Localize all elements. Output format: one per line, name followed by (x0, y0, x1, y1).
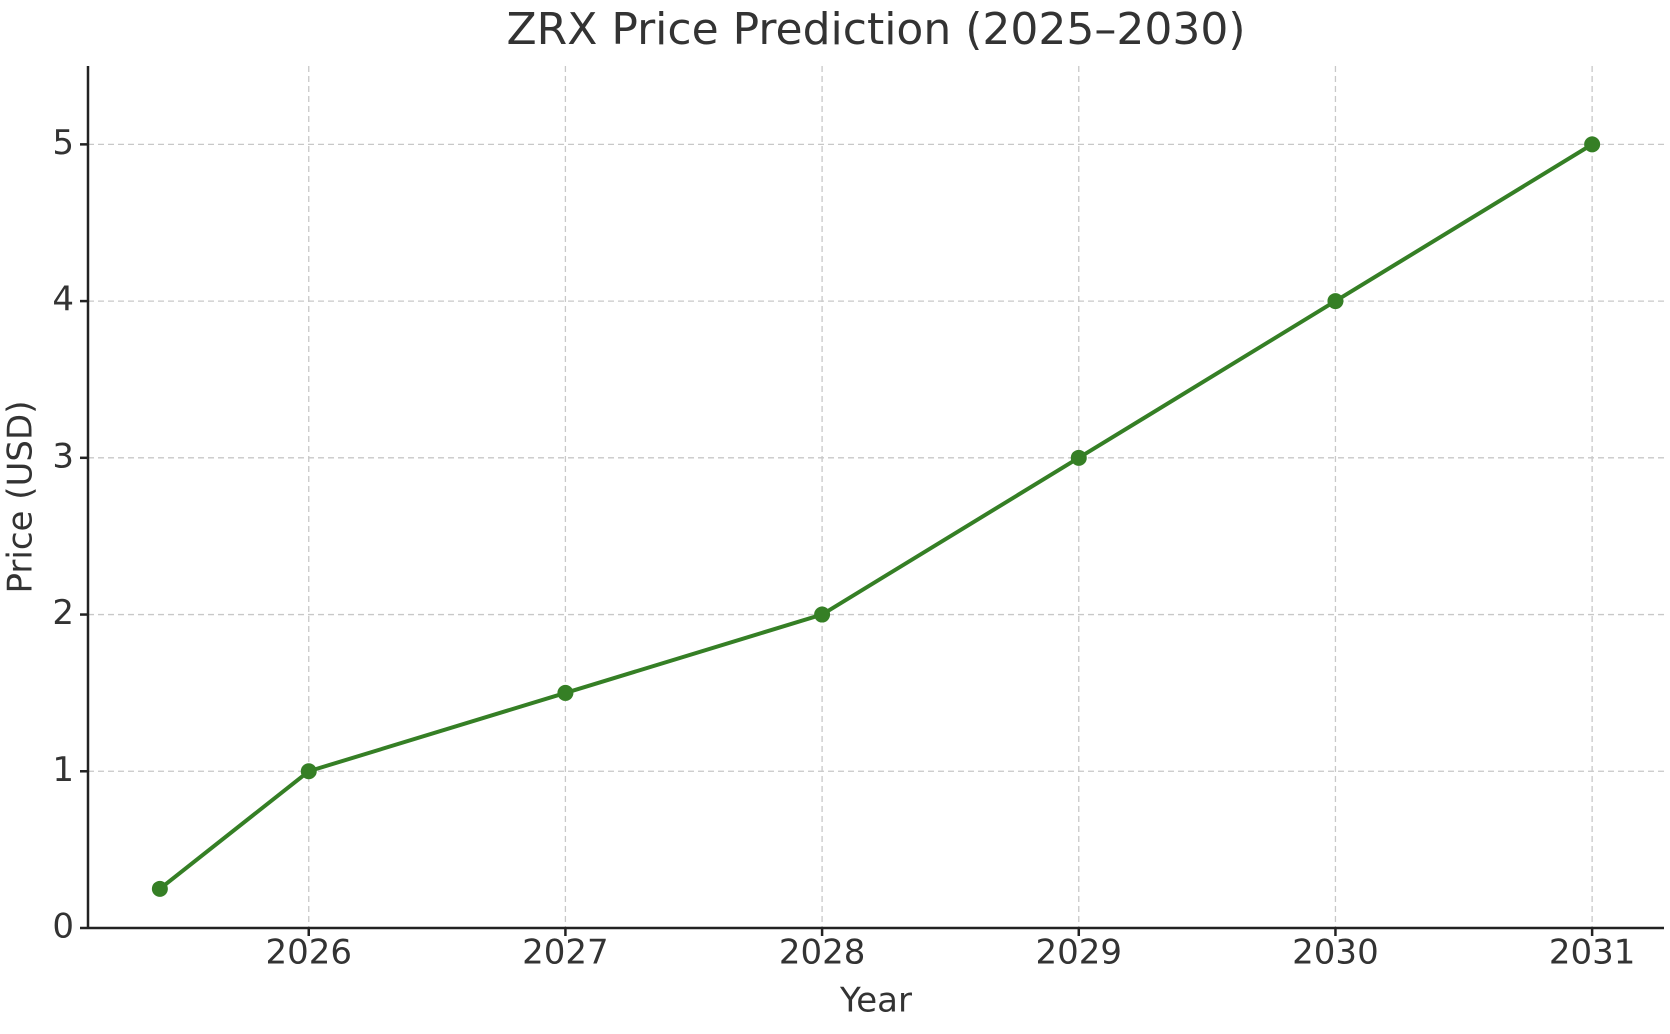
y-tick-label: 3 (52, 436, 74, 476)
x-tick-label: 2031 (1549, 933, 1636, 973)
x-tick-label: 2026 (265, 933, 352, 973)
y-tick-label: 2 (52, 593, 74, 633)
point (1584, 136, 1601, 153)
y-axis-label: Price (USD) (1, 401, 41, 594)
y-tick-label: 4 (52, 280, 74, 320)
line (158, 142, 1594, 891)
point (1070, 449, 1087, 466)
point (814, 606, 831, 623)
x-tick-label: 2027 (522, 933, 609, 973)
x-tick-label: 2028 (779, 933, 866, 973)
point (151, 880, 168, 897)
point (1327, 293, 1344, 310)
chart-title: ZRX Price Prediction (2025–2030) (506, 4, 1245, 55)
y-tick-label: 5 (52, 123, 74, 163)
y-tick-label: 1 (52, 750, 74, 790)
x-tick-label: 2029 (1036, 933, 1123, 973)
point (300, 763, 317, 780)
point (557, 684, 574, 701)
y-tick-label: 0 (52, 907, 74, 947)
x-axis-label: Year (839, 981, 912, 1021)
x-tick-label: 2030 (1292, 933, 1379, 973)
